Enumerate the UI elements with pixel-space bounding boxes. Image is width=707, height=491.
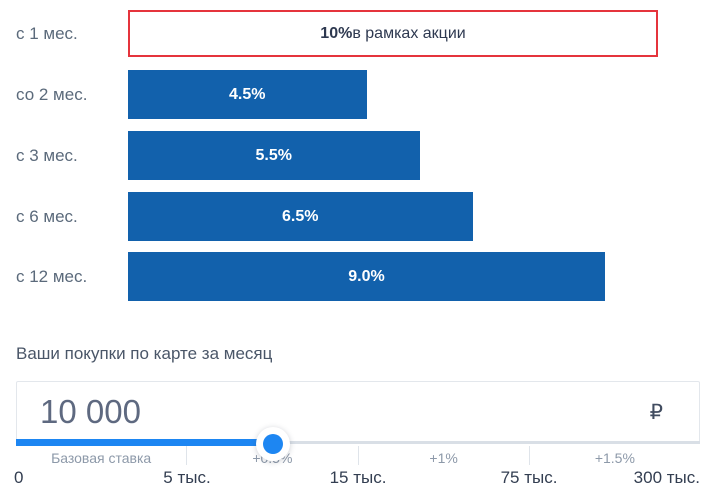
bar-zone: 9.0% xyxy=(128,252,658,301)
chart-row: со 2 мес. 4.5% xyxy=(16,70,707,119)
ruble-currency-symbol: ₽ xyxy=(649,400,663,424)
bar-category-label: с 6 мес. xyxy=(16,206,78,226)
rate-bar: 5.5% xyxy=(128,131,420,180)
scale-tick-75k: 75 тыс. xyxy=(500,468,558,487)
rate-bar: 4.5% xyxy=(128,70,367,119)
scale-tick-5k: 5 тыс. xyxy=(163,468,211,487)
purchases-title: Ваши покупки по карте за месяц xyxy=(16,344,273,363)
slider-scale: 0 5 тыс. 15 тыс. 75 тыс. 300 тыс. xyxy=(14,466,700,487)
bar-category-label: со 2 мес. xyxy=(16,84,88,104)
bar-category-label: с 12 мес. xyxy=(16,266,88,286)
rates-chart: с 1 мес. 10% в рамках акции со 2 мес. 4.5% с… xyxy=(16,10,707,301)
bar-zone: 6.5% xyxy=(128,192,658,241)
chart-row: с 1 мес. 10% в рамках акции xyxy=(16,10,707,57)
scale-tick-300k: 300 тыс. xyxy=(633,468,700,487)
bar-zone: 10% в рамках акции xyxy=(128,10,658,57)
rate-bar: 9.0% xyxy=(128,252,605,301)
scale-tick-15k: 15 тыс. xyxy=(329,468,387,487)
chart-row: с 12 мес. 9.0% xyxy=(16,252,707,301)
bar-category-label: с 1 мес. xyxy=(16,23,78,43)
promo-rate-caption: в рамках акции xyxy=(352,24,466,42)
promo-rate-value: 10% xyxy=(320,24,353,42)
amount-input[interactable] xyxy=(17,393,400,431)
promo-rate-bar: 10% в рамках акции xyxy=(128,10,658,57)
slider-segment-labels: Базовая ставка +0.5% +1% +1.5% xyxy=(16,446,700,466)
slider-handle[interactable] xyxy=(255,427,290,461)
segment-label-plus-1-5: +1.5% xyxy=(528,446,700,466)
chart-row: с 3 мес. 5.5% xyxy=(16,131,707,180)
segment-label-plus-1: +1% xyxy=(357,446,529,466)
rate-bar: 6.5% xyxy=(128,192,473,241)
amount-input-box: ₽ xyxy=(16,381,700,461)
scale-tick-0: 0 xyxy=(14,468,24,487)
segment-label-base-rate: Базовая ставка xyxy=(51,450,152,466)
bar-zone: 4.5% xyxy=(128,70,658,119)
bar-zone: 5.5% xyxy=(128,131,658,180)
slider-track[interactable] xyxy=(16,441,700,444)
chart-row: с 6 мес. 6.5% xyxy=(16,192,707,241)
bar-category-label: с 3 мес. xyxy=(16,145,78,165)
slider-handle-dot xyxy=(262,434,283,454)
